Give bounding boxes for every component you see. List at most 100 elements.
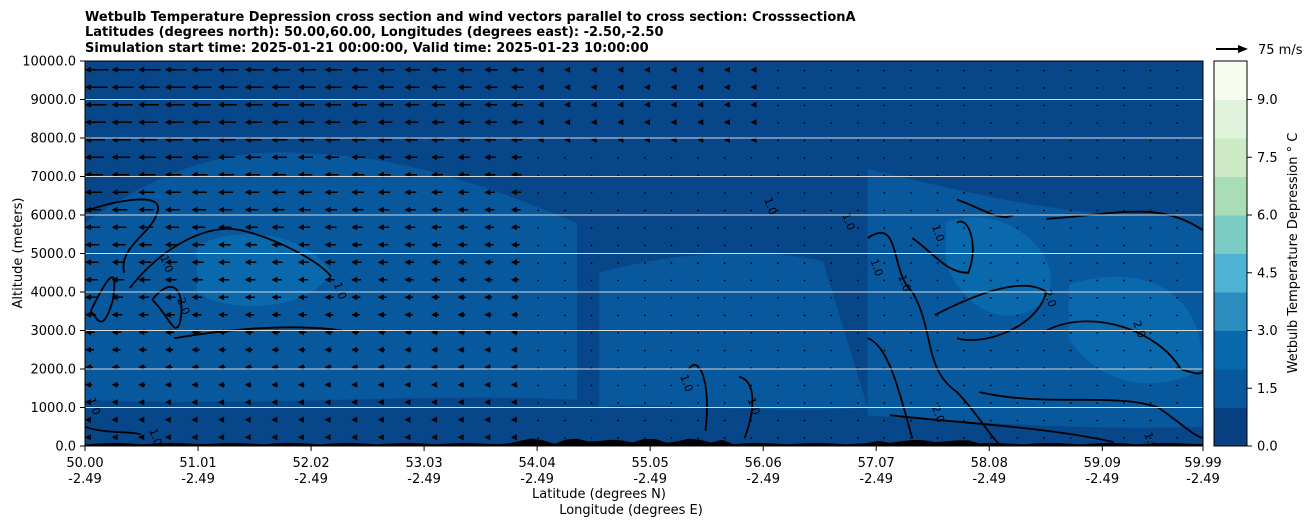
wind-arrowhead <box>191 189 198 196</box>
wind-vector-dot <box>1016 279 1019 282</box>
contour-line-3 <box>89 276 116 323</box>
wind-vector-dot <box>670 209 673 212</box>
wind-arrowhead <box>351 434 358 441</box>
wind-arrowhead <box>271 119 278 126</box>
wind-vector-dot <box>777 279 779 282</box>
wind-arrowhead <box>218 346 225 353</box>
wind-vector-dot <box>564 437 566 439</box>
wind-arrowhead <box>191 416 198 423</box>
wind-vector-dot <box>777 402 779 404</box>
wind-arrowhead <box>297 434 304 441</box>
wind-vector-dot <box>1016 157 1019 159</box>
wind-vector-dot <box>617 367 619 369</box>
wind-vector-dot <box>670 297 673 299</box>
wind-vector-dot <box>590 279 593 282</box>
title-line-3: Simulation start time: 2025-01-21 00:00:… <box>85 41 649 56</box>
wind-arrowhead <box>324 154 331 161</box>
wind-arrowhead <box>218 224 225 231</box>
wind-arrowhead <box>537 84 544 91</box>
wind-arrowhead <box>351 276 358 283</box>
wind-vector-dot <box>883 139 886 142</box>
wind-vector-dot <box>1123 297 1125 299</box>
colorbar-tick-label: 3.0 <box>1257 324 1278 339</box>
wind-arrowhead <box>244 346 251 353</box>
wind-arrowhead <box>510 381 517 388</box>
wind-vector-dot <box>856 349 859 352</box>
wind-arrowhead <box>111 434 118 441</box>
wind-vector-dot <box>777 349 779 352</box>
wind-vector-dot <box>723 209 726 212</box>
wind-vector-dot <box>537 174 540 177</box>
wind-vector-dot <box>990 227 992 229</box>
wind-arrowhead <box>377 381 384 388</box>
wind-vector-dot <box>1096 104 1099 107</box>
wind-vector-dot <box>830 349 832 352</box>
wind-vector-dot <box>803 419 806 422</box>
wind-arrowhead <box>431 154 438 161</box>
wind-arrowhead <box>484 276 491 283</box>
wind-arrowhead <box>431 224 438 231</box>
wind-vector-dot <box>910 122 912 124</box>
wind-vector-dot <box>537 297 540 299</box>
wind-vector-dot <box>830 227 832 229</box>
wind-vector-dot <box>644 157 646 159</box>
wind-arrowhead <box>218 206 225 213</box>
wind-arrowhead <box>218 189 225 196</box>
wind-arrowhead <box>138 434 145 441</box>
wind-arrowhead <box>537 101 544 108</box>
wind-arrowhead <box>377 416 384 423</box>
wind-arrowhead <box>431 276 438 283</box>
wind-vector-dot <box>1069 402 1072 404</box>
wind-vector-dot <box>803 437 806 439</box>
wind-vector-dot <box>1176 139 1178 142</box>
wind-vector-dot <box>910 227 912 229</box>
colorbar-segment <box>1214 426 1247 447</box>
wind-vector-dot <box>564 349 566 352</box>
wind-vector-dot <box>963 437 965 439</box>
x-axis-label-longitude: Longitude (degrees E) <box>559 503 703 518</box>
wind-vector-dot <box>830 314 832 317</box>
wind-vector-dot <box>670 174 673 177</box>
wind-arrowhead <box>404 381 411 388</box>
wind-vector-dot <box>1096 297 1099 299</box>
wind-vector-dot <box>564 209 566 212</box>
contour-line-15 <box>1046 320 1203 375</box>
wind-vector-dot <box>617 297 619 299</box>
wind-arrowhead <box>404 399 411 406</box>
wind-arrowhead <box>404 294 411 301</box>
wind-vector-dot <box>1016 69 1019 72</box>
wind-vector-dot <box>670 402 673 404</box>
wind-arrowhead <box>244 224 251 231</box>
wind-arrowhead <box>138 84 145 91</box>
wind-vector-dot <box>1176 279 1178 282</box>
wind-vector-dot <box>617 192 619 194</box>
wind-arrowhead <box>138 101 145 108</box>
x-tick-label-lat: 50.00 <box>66 456 103 471</box>
wind-arrowhead <box>271 311 278 318</box>
wind-vector-dot <box>963 349 965 352</box>
contour-line-8 <box>738 375 754 439</box>
wind-vector-dot <box>856 437 859 439</box>
wind-arrowhead <box>351 381 358 388</box>
wind-vector-dot <box>590 192 593 194</box>
colorbar-segment <box>1214 176 1247 197</box>
wind-vector-dot <box>990 104 992 107</box>
wind-vector-dot <box>723 384 726 387</box>
wind-vector-dot <box>537 437 540 439</box>
wind-vector-dot <box>750 332 752 334</box>
wind-arrowhead <box>244 276 251 283</box>
wind-vector-dot <box>777 367 779 369</box>
wind-arrowhead <box>457 206 464 213</box>
wind-arrowhead <box>271 294 278 301</box>
wind-arrowhead <box>297 241 304 248</box>
wind-vector-dot <box>963 69 965 72</box>
wind-arrowhead <box>324 241 331 248</box>
wind-arrowhead <box>484 311 491 318</box>
wind-vector-dot <box>697 209 699 212</box>
wind-arrowhead <box>510 416 517 423</box>
wind-arrowhead <box>111 311 118 318</box>
wind-vector-dot <box>1016 384 1019 387</box>
wind-vector-dot <box>1096 262 1099 264</box>
wind-arrowhead <box>457 259 464 266</box>
wind-vector-dot <box>617 174 619 177</box>
